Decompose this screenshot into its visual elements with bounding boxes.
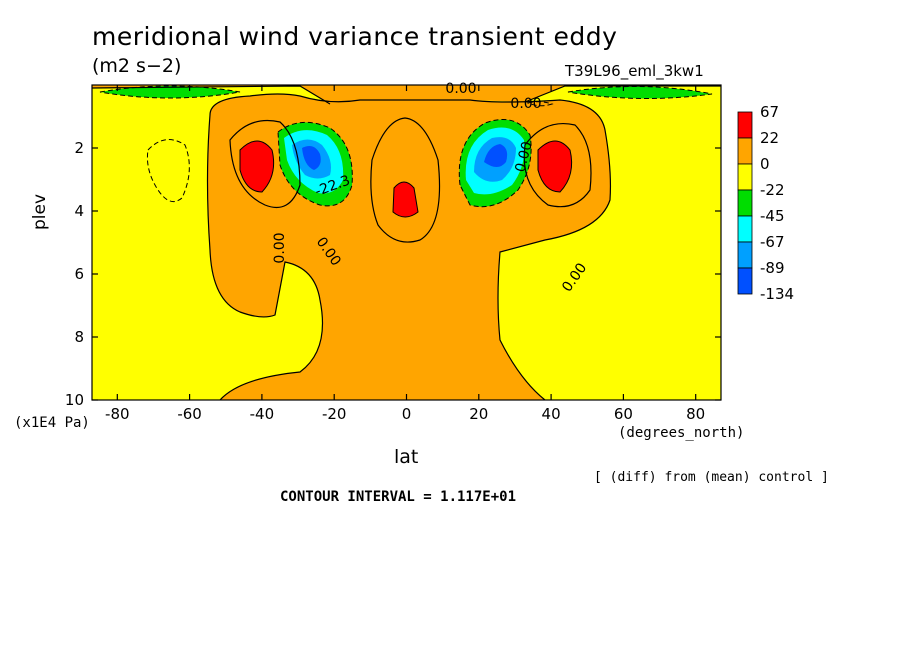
plot-field	[92, 85, 721, 400]
top-left-negative	[100, 86, 240, 98]
contour-lines	[92, 85, 721, 400]
colorbar-label: -45	[760, 207, 785, 225]
colorbar-label: 22	[760, 129, 779, 147]
colorbar-swatch	[737, 215, 753, 243]
contour-label: 0.00	[445, 81, 476, 97]
x-tick-label: -60	[177, 405, 202, 423]
colorbar: 67 22 0 -22 -45 -67 -89 -134	[737, 103, 794, 303]
y-tick-label: 10	[65, 391, 84, 409]
colorbar-label: -89	[760, 259, 785, 277]
contour-label: 0.00	[272, 232, 288, 263]
x-tick-label: 80	[686, 405, 705, 423]
x-tick-label: 60	[614, 405, 633, 423]
y-tick-label: 2	[74, 139, 84, 157]
top-right-negative	[568, 86, 712, 99]
x-tick-label: -20	[322, 405, 347, 423]
contour-label: 0.00	[510, 96, 541, 112]
colorbar-swatch	[737, 163, 753, 191]
y-tick-label: 6	[74, 265, 84, 283]
x-tick-label: -80	[105, 405, 130, 423]
top-positive-strip	[92, 85, 721, 104]
negative-contours	[99, 85, 713, 208]
x-tick-label: 20	[469, 405, 488, 423]
max-right	[537, 140, 573, 193]
y-tick-label: 4	[74, 202, 84, 220]
y-axis-units: (x1E4 Pa)	[14, 415, 90, 431]
contour-interval: CONTOUR INTERVAL = 1.117E+01	[280, 489, 517, 505]
colorbar-label: -134	[760, 285, 794, 303]
chart-units: (m2 s−2)	[92, 55, 182, 77]
colorbar-label: -22	[760, 181, 785, 199]
colorbar-swatch	[737, 137, 753, 165]
x-tick-label: -40	[250, 405, 275, 423]
diff-note: [ (diff) from (mean) control ]	[594, 470, 829, 485]
colorbar-swatch	[737, 111, 753, 139]
chart-title: meridional wind variance transient eddy	[92, 22, 618, 51]
colorbar-label: -67	[760, 233, 785, 251]
run-label: T39L96_eml_3kw1	[565, 62, 704, 80]
y-tick-label: 8	[74, 328, 84, 346]
min-left-core	[302, 146, 321, 170]
x-axis-label: lat	[394, 446, 419, 468]
contour-label: 0.00	[512, 140, 536, 174]
max-center	[392, 181, 419, 218]
x-tick-label: 0	[402, 405, 412, 423]
x-tick-label: 40	[542, 405, 561, 423]
colorbar-label: 67	[760, 103, 779, 121]
colorbar-swatch	[737, 267, 753, 295]
colorbar-swatch	[737, 241, 753, 269]
max-left	[239, 140, 275, 193]
min-right-core	[484, 144, 508, 167]
axis-ticks: -80 -60 -40 -20 0 20 40 60 80 2 4 6 8 10	[65, 85, 721, 423]
colorbar-label: 0	[760, 155, 770, 173]
colorbar-swatch	[737, 189, 753, 217]
x-axis-units: (degrees_north)	[618, 425, 745, 441]
